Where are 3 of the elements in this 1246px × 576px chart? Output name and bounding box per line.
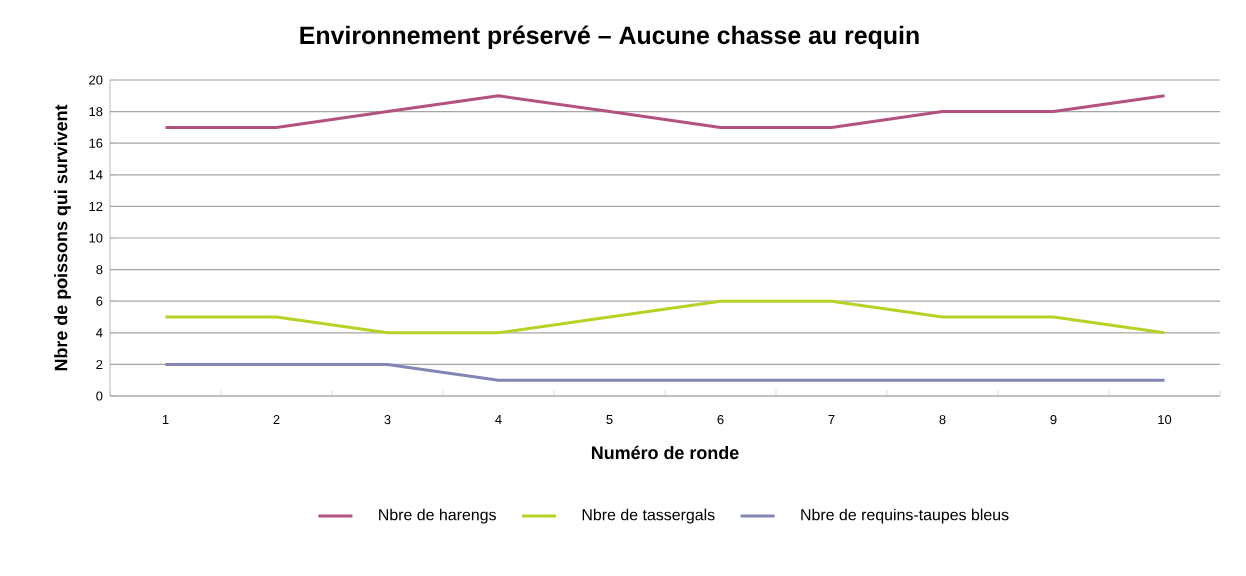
x-axis-title: Numéro de ronde [591,445,739,460]
y-axis-title: Nbre de poissons qui survivent [54,104,71,371]
chart-title: Environnement préservé – Aucune chasse au requin [300,25,919,50]
